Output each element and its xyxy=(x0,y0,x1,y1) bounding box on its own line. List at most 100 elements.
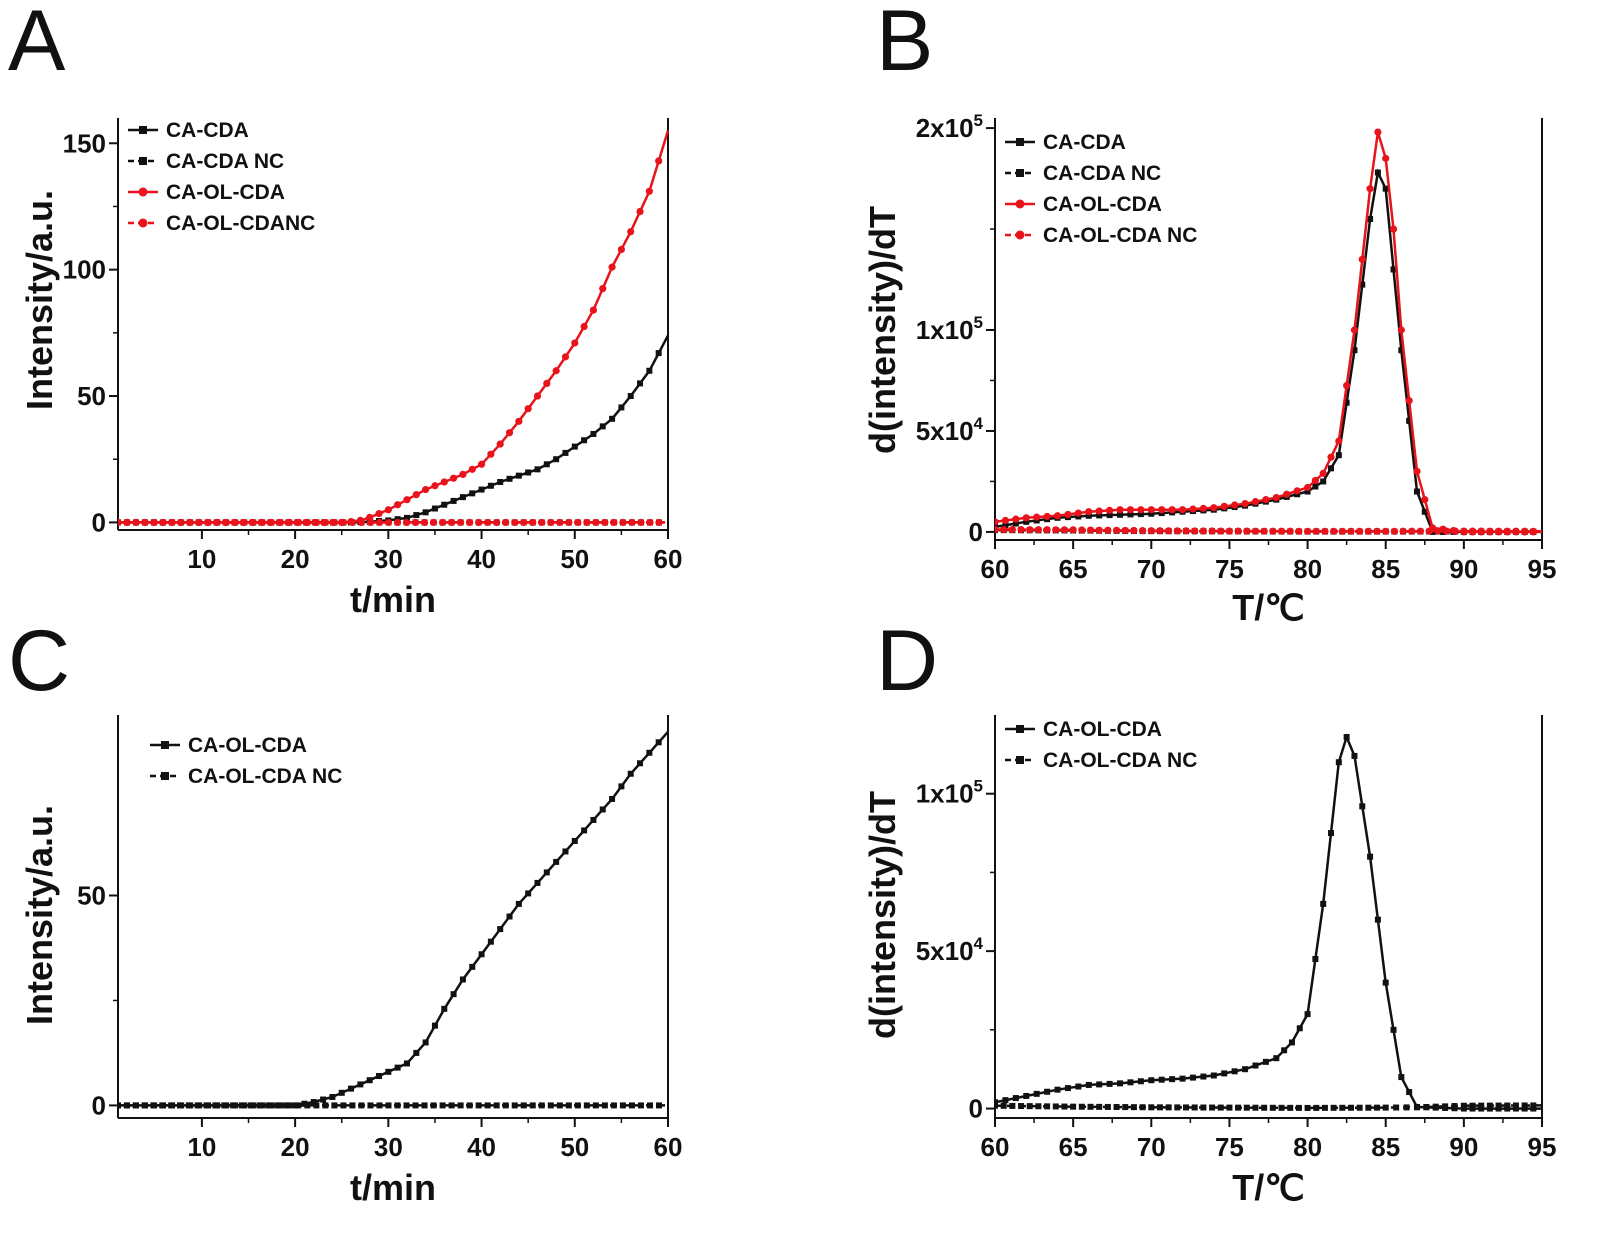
data-point xyxy=(487,938,494,945)
legend-label: CA-CDA NC xyxy=(1043,162,1161,185)
data-point xyxy=(628,1102,635,1109)
data-point xyxy=(1075,1083,1082,1090)
data-point xyxy=(1009,1102,1016,1109)
x-tick-label: 90 xyxy=(1449,1132,1478,1162)
legend-label: CA-OL-CDA NC xyxy=(188,765,342,788)
data-point xyxy=(581,437,588,444)
data-point xyxy=(1330,527,1338,535)
x-axis-label: T/℃ xyxy=(1232,587,1304,628)
x-tick-label: 95 xyxy=(1528,1132,1557,1162)
panel-c: C 10 20 30 40 50 60 0 50 t/min Intensity/a.u. CA-OL… xyxy=(8,613,682,1208)
data-point xyxy=(515,900,522,907)
data-point xyxy=(599,806,606,813)
data-point xyxy=(1382,979,1389,986)
data-point xyxy=(421,1102,428,1109)
data-point xyxy=(422,485,430,494)
x-tick-label: 60 xyxy=(654,544,683,574)
data-point xyxy=(151,1102,158,1109)
data-point xyxy=(609,415,616,422)
x-tick-label: 75 xyxy=(1215,554,1244,584)
data-point xyxy=(403,514,410,521)
data-point xyxy=(1486,527,1494,535)
data-point xyxy=(1165,527,1173,535)
data-point xyxy=(1022,514,1030,522)
data-point xyxy=(553,858,560,865)
series-ca-cda xyxy=(118,334,670,526)
data-point xyxy=(1148,1077,1155,1084)
data-point xyxy=(292,1102,299,1109)
legend-label: CA-OL-CDA NC xyxy=(1043,749,1197,772)
data-point xyxy=(142,1102,149,1109)
data-point xyxy=(583,1102,590,1109)
data-point xyxy=(1398,1074,1405,1081)
data-point xyxy=(1052,1103,1059,1110)
data-point xyxy=(1112,526,1121,534)
legend-marker xyxy=(138,218,148,228)
data-point xyxy=(618,783,625,790)
data-point xyxy=(422,509,429,516)
data-point xyxy=(515,472,522,479)
data-point xyxy=(1054,1086,1061,1093)
data-point xyxy=(195,518,203,527)
data-point xyxy=(1365,1104,1372,1111)
data-point xyxy=(159,518,167,527)
data-point xyxy=(1295,1104,1302,1111)
data-point xyxy=(487,450,495,458)
data-point xyxy=(1087,1103,1094,1110)
data-point xyxy=(1512,1102,1519,1109)
data-point xyxy=(1069,526,1077,534)
data-point xyxy=(1319,469,1327,477)
y-tick-label: 1x105 xyxy=(916,313,983,345)
data-point xyxy=(1242,1066,1249,1073)
data-point xyxy=(1442,527,1451,535)
data-point xyxy=(267,518,275,527)
data-point xyxy=(1210,1072,1217,1079)
data-point xyxy=(1127,511,1134,518)
y-tick-label: 100 xyxy=(63,255,106,285)
data-point xyxy=(330,518,338,527)
data-point xyxy=(196,1102,203,1109)
x-tick-label: 65 xyxy=(1059,554,1088,584)
data-point xyxy=(431,1022,438,1029)
data-point xyxy=(349,1102,356,1109)
data-point xyxy=(412,491,420,499)
data-point xyxy=(571,837,578,844)
data-point xyxy=(655,518,663,527)
data-point xyxy=(403,1060,410,1067)
data-point xyxy=(1351,752,1358,759)
data-point xyxy=(1034,526,1043,534)
data-point xyxy=(502,1102,509,1109)
data-point xyxy=(487,482,494,489)
data-point xyxy=(1272,493,1280,502)
data-point xyxy=(367,1102,374,1109)
data-point xyxy=(529,1102,536,1109)
data-point xyxy=(1529,527,1537,535)
data-point xyxy=(627,770,634,777)
data-point xyxy=(286,1102,293,1109)
data-point xyxy=(583,518,591,527)
legend-label: CA-OL-CDA xyxy=(188,734,307,757)
panel-b: B 60 65 70 75 80 85 90 95 0 5x104 1x105 2x105 T/℃ d(in… xyxy=(862,0,1556,628)
data-point xyxy=(592,518,600,527)
data-point xyxy=(259,1102,266,1109)
data-point xyxy=(450,497,457,504)
data-point xyxy=(1168,506,1176,514)
x-tick-label: 75 xyxy=(1215,1132,1244,1162)
data-point xyxy=(1085,512,1092,519)
data-point xyxy=(1374,1104,1381,1111)
data-point xyxy=(1359,803,1366,810)
data-point xyxy=(525,469,532,476)
data-point xyxy=(469,963,476,970)
data-point xyxy=(430,1102,437,1109)
data-point xyxy=(1343,734,1350,741)
data-point xyxy=(1139,527,1147,535)
data-point xyxy=(1390,266,1397,273)
legend-marker xyxy=(1016,756,1024,764)
data-point xyxy=(1026,1103,1033,1110)
data-point xyxy=(1503,527,1511,535)
x-tick-label: 50 xyxy=(560,1132,589,1162)
data-point xyxy=(1002,522,1009,529)
x-tick-label: 10 xyxy=(187,544,216,574)
data-point xyxy=(366,1077,373,1084)
data-point xyxy=(571,443,578,450)
